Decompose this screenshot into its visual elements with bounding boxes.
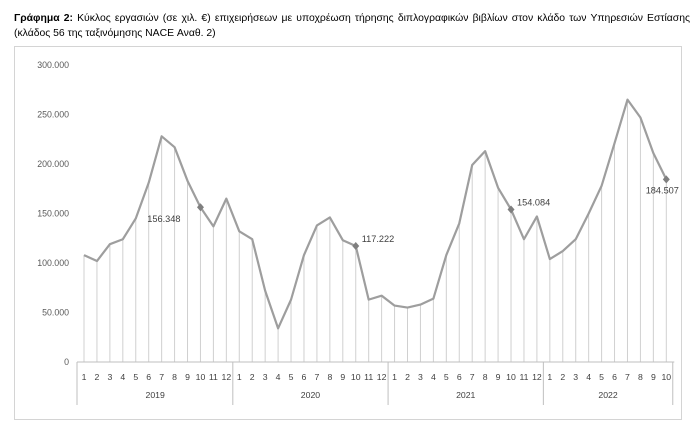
month-tick-label: 8 (172, 372, 177, 382)
month-tick-label: 9 (651, 372, 656, 382)
month-tick-label: 9 (496, 372, 501, 382)
month-tick-label: 1 (82, 372, 87, 382)
month-tick-label: 2 (250, 372, 255, 382)
line-chart: 0 50.000 100.000 150.000 200.000 250.000 300.0… (37, 60, 679, 405)
month-tick-label: 11 (209, 372, 218, 382)
data-point-marker (352, 241, 360, 250)
month-tick-label: 7 (159, 372, 164, 382)
year-label: 2020 (301, 390, 320, 400)
chart-frame: 0 50.000 100.000 150.000 200.000 250.000 300.0… (14, 46, 682, 420)
year-label: 2021 (456, 390, 475, 400)
month-tick-label: 8 (327, 372, 332, 382)
year-label: 2022 (598, 390, 617, 400)
month-tick-label: 8 (483, 372, 488, 382)
month-tick-label: 9 (185, 372, 190, 382)
y-tick-label: 0 (64, 357, 69, 367)
y-tick-label: 300.000 (37, 60, 69, 70)
month-tick-label: 3 (263, 372, 268, 382)
month-tick-label: 3 (418, 372, 423, 382)
month-tick-label: 4 (276, 372, 281, 382)
month-tick-label: 1 (392, 372, 397, 382)
month-tick-label: 12 (222, 372, 232, 382)
month-tick-label: 5 (289, 372, 294, 382)
month-tick-label: 1 (237, 372, 242, 382)
month-tick-label: 6 (302, 372, 307, 382)
y-tick-label: 250.000 (37, 110, 69, 120)
data-point-marker (507, 205, 515, 214)
series-turnover (83, 98, 668, 330)
month-tick-label: 7 (470, 372, 475, 382)
y-tick-label: 150.000 (37, 209, 69, 219)
year-label: 2019 (146, 390, 165, 400)
month-tick-label: 9 (340, 372, 345, 382)
month-tick-label: 4 (120, 372, 125, 382)
y-axis: 0 50.000 100.000 150.000 200.000 250.000 300.0… (37, 60, 675, 367)
month-tick-label: 1 (547, 372, 552, 382)
month-tick-label: 2 (95, 372, 100, 382)
month-tick-label: 6 (612, 372, 617, 382)
month-tick-label: 12 (377, 372, 387, 382)
series-line (83, 98, 668, 330)
data-label: 184.507 (646, 185, 679, 195)
chart-caption: Γράφημα 2: Κύκλος εργασιών (σε χιλ. €) ε… (14, 11, 690, 41)
data-label: 154.084 (517, 197, 550, 207)
month-tick-label: 5 (444, 372, 449, 382)
month-tick-label: 6 (457, 372, 462, 382)
data-point-marker (196, 203, 204, 212)
y-tick-label: 200.000 (37, 159, 69, 169)
month-tick-label: 7 (314, 372, 319, 382)
caption-label: Γράφημα 2: (14, 13, 73, 24)
month-tick-label: 11 (364, 372, 373, 382)
month-tick-label: 4 (586, 372, 591, 382)
month-tick-label: 5 (133, 372, 138, 382)
month-tick-label: 10 (196, 372, 206, 382)
month-tick-label: 8 (638, 372, 643, 382)
month-tick-label: 3 (107, 372, 112, 382)
month-tick-label: 7 (625, 372, 630, 382)
data-labels: 156.348 117.222 154.084 184.507 (147, 175, 679, 250)
month-tick-label: 2 (560, 372, 565, 382)
drop-lines (83, 99, 667, 362)
month-tick-label: 4 (431, 372, 436, 382)
month-tick-label: 10 (351, 372, 361, 382)
month-tick-label: 10 (661, 372, 671, 382)
month-tick-label: 6 (146, 372, 151, 382)
month-tick-label: 11 (519, 372, 528, 382)
data-label: 117.222 (362, 234, 395, 244)
caption-text: Κύκλος εργασιών (σε χιλ. €) επιχειρήσεων… (14, 13, 690, 39)
data-point-marker (662, 175, 670, 184)
month-tick-label: 2 (405, 372, 410, 382)
y-tick-label: 50.000 (42, 308, 69, 318)
month-tick-label: 10 (506, 372, 516, 382)
y-tick-label: 100.000 (37, 258, 69, 268)
month-tick-label: 5 (599, 372, 604, 382)
data-label: 156.348 (147, 214, 180, 224)
month-tick-label: 12 (532, 372, 542, 382)
month-tick-label: 3 (573, 372, 578, 382)
